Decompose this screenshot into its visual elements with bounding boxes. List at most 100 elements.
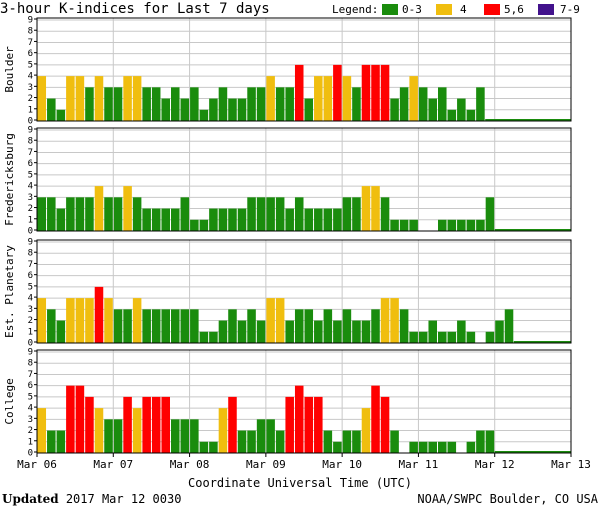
- k-bar: [294, 64, 304, 121]
- y-tick-label: 1: [28, 105, 33, 115]
- k-bar: [266, 197, 275, 231]
- k-bar: [209, 331, 218, 343]
- y-tick-label: 8: [28, 359, 33, 369]
- y-tick-label: 7: [28, 38, 33, 48]
- k-bar: [275, 197, 285, 231]
- k-bar: [132, 408, 142, 453]
- k-bar: [466, 219, 476, 231]
- x-tick-label: Mar 13: [551, 458, 591, 471]
- k-bar: [209, 208, 218, 231]
- y-tick-label: 8: [28, 137, 33, 147]
- k-bar: [380, 197, 390, 231]
- k-bar: [190, 309, 199, 343]
- k-bar: [85, 197, 94, 231]
- k-bar: [352, 87, 361, 121]
- k-bar: [209, 441, 218, 453]
- k-bar: [180, 309, 190, 343]
- panel-frame: [36, 17, 572, 122]
- k-bar: [113, 87, 123, 121]
- k-bar: [151, 309, 161, 343]
- k-bar: [190, 87, 199, 121]
- x-tick-label: Mar 07: [93, 458, 133, 471]
- k-bar: [228, 396, 237, 453]
- k-bar: [457, 98, 466, 121]
- y-tick-label: 3: [28, 83, 33, 93]
- y-tick-label: 2: [28, 204, 33, 214]
- legend-swatch-4: [436, 4, 452, 15]
- k-bar: [314, 320, 323, 343]
- k-bar: [323, 309, 333, 343]
- k-bar: [66, 385, 75, 453]
- k-bar: [256, 197, 266, 231]
- y-tick-label: 5: [28, 60, 33, 70]
- k-bar: [371, 186, 380, 231]
- y-tick-label: 0: [28, 339, 33, 349]
- k-bar: [199, 331, 209, 343]
- k-bar: [342, 197, 352, 231]
- y-tick-label: 0: [28, 449, 33, 459]
- x-tick-label: Mar 09: [246, 458, 286, 471]
- k-bar: [504, 309, 514, 343]
- k-bar: [47, 197, 56, 231]
- k-bar: [447, 441, 457, 453]
- k-bar: [199, 109, 209, 121]
- k-bar: [237, 208, 247, 231]
- k-bar: [476, 430, 485, 453]
- legend-swatch-7-9: [538, 4, 554, 15]
- k-bar: [237, 98, 247, 121]
- k-bar: [285, 87, 294, 121]
- k-bar: [123, 309, 132, 343]
- k-bar: [361, 320, 371, 343]
- k-bar: [438, 331, 447, 343]
- k-bar: [418, 441, 428, 453]
- k-bar: [47, 430, 56, 453]
- k-bar: [256, 419, 266, 453]
- y-tick-label: 3: [28, 415, 33, 425]
- x-tick-label: Mar 08: [170, 458, 210, 471]
- k-bar: [371, 385, 380, 453]
- k-bar: [457, 320, 466, 343]
- legend-swatch-5-6: [484, 4, 500, 15]
- k-bar: [380, 298, 390, 343]
- k-bar: [247, 430, 256, 453]
- k-bar: [47, 98, 56, 121]
- k-bar: [476, 219, 485, 231]
- k-bar: [132, 197, 142, 231]
- k-bar: [361, 408, 371, 453]
- k-bar: [218, 87, 228, 121]
- x-tick-label: Mar 12: [475, 458, 515, 471]
- y-tick-label: 1: [28, 215, 33, 225]
- k-bar: [266, 298, 275, 343]
- k-bar: [180, 197, 190, 231]
- k-bar: [151, 208, 161, 231]
- k-bar: [66, 298, 75, 343]
- k-bar: [266, 419, 275, 453]
- y-tick-label: 8: [28, 249, 33, 259]
- k-bar: [228, 309, 237, 343]
- k-bar: [352, 320, 361, 343]
- k-bar: [409, 441, 418, 453]
- k-bar: [466, 331, 476, 343]
- y-tick-label: 1: [28, 437, 33, 447]
- y-tick-label: 7: [28, 370, 33, 380]
- k-bar: [485, 331, 495, 343]
- k-bar: [275, 87, 285, 121]
- k-bar: [361, 64, 371, 121]
- k-bar: [333, 64, 342, 121]
- k-bar: [247, 309, 256, 343]
- k-bar: [361, 186, 371, 231]
- y-tick-label: 6: [28, 271, 33, 281]
- k-bar: [94, 286, 104, 343]
- k-bar: [380, 64, 390, 121]
- y-tick-label: 8: [28, 27, 33, 37]
- x-tick-label: Mar 11: [399, 458, 439, 471]
- legend-label-7-9: 7-9: [560, 3, 580, 16]
- k-bar: [85, 298, 94, 343]
- k-bar: [418, 87, 428, 121]
- k-bar: [304, 98, 314, 121]
- k-bar: [371, 309, 380, 343]
- legend-title: Legend:: [332, 3, 379, 16]
- k-bar: [390, 219, 399, 231]
